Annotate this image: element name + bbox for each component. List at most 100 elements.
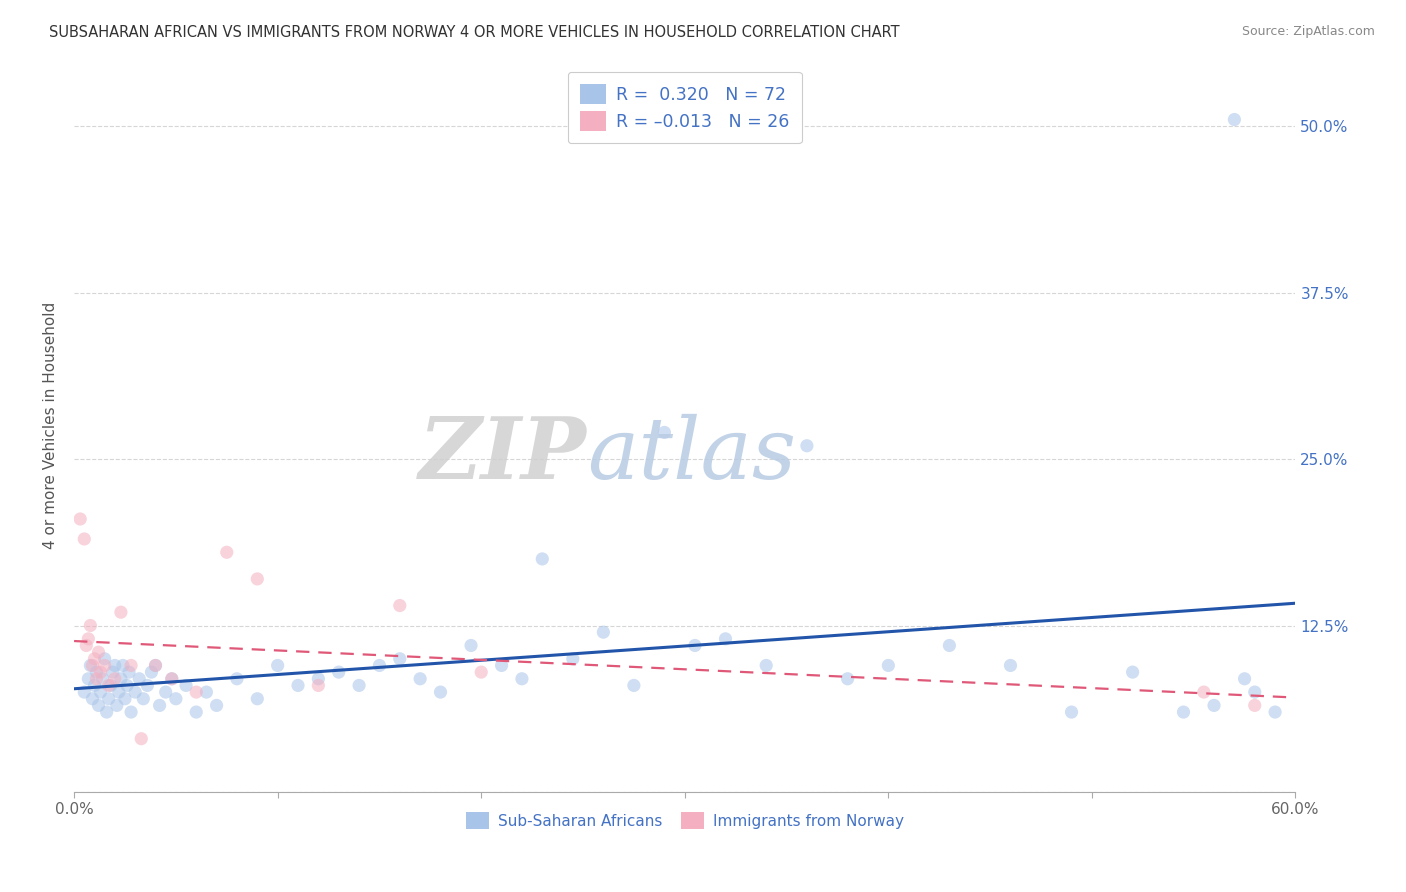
Point (491, 658, 513, 673)
Point (79, 658, 101, 673)
Point (82, 658, 104, 673)
Point (429, 685, 451, 699)
Point (111, 658, 134, 673)
Point (73, 685, 96, 699)
Point (388, 599, 411, 613)
Point (104, 672, 127, 686)
Point (307, 672, 329, 686)
Point (1202, 698, 1225, 713)
Point (141, 665, 163, 679)
Point (77, 672, 100, 686)
Point (1122, 665, 1144, 679)
Point (165, 691, 187, 706)
Point (328, 665, 350, 679)
Legend: Sub-Saharan Africans, Immigrants from Norway: Sub-Saharan Africans, Immigrants from No… (460, 805, 910, 836)
Point (1264, 705, 1286, 719)
Point (114, 691, 136, 706)
Point (90, 665, 112, 679)
Point (683, 639, 706, 653)
Point (91, 672, 114, 686)
Point (87, 645, 110, 659)
Point (1060, 705, 1083, 719)
Point (246, 572, 269, 586)
Point (97, 691, 120, 706)
Point (1233, 672, 1256, 686)
Point (77, 632, 100, 646)
Point (83, 652, 105, 666)
Point (623, 678, 645, 692)
Point (105, 698, 128, 713)
Point (755, 658, 778, 673)
Point (104, 658, 127, 673)
Point (1223, 112, 1246, 127)
Point (101, 665, 124, 679)
Point (409, 672, 432, 686)
Point (83, 678, 105, 692)
Point (837, 672, 859, 686)
Point (108, 685, 131, 699)
Point (160, 672, 183, 686)
Point (226, 672, 249, 686)
Point (97, 678, 120, 692)
Text: atlas: atlas (588, 414, 796, 497)
Text: SUBSAHARAN AFRICAN VS IMMIGRANTS FROM NORWAY 4 OR MORE VEHICLES IN HOUSEHOLD COR: SUBSAHARAN AFRICAN VS IMMIGRANTS FROM NO… (49, 25, 900, 40)
Point (186, 705, 208, 719)
Point (1000, 658, 1022, 673)
Point (1173, 705, 1195, 719)
Point (87, 698, 110, 713)
Point (460, 639, 482, 653)
Point (205, 698, 228, 713)
Point (388, 652, 411, 666)
Point (307, 678, 329, 692)
Point (120, 705, 142, 719)
Text: ZIP: ZIP (419, 413, 588, 497)
Point (714, 632, 737, 646)
Point (195, 685, 218, 699)
Point (938, 639, 960, 653)
Text: Source: ZipAtlas.com: Source: ZipAtlas.com (1241, 25, 1375, 38)
Point (75, 639, 97, 653)
Point (118, 665, 141, 679)
Point (100, 678, 122, 692)
Point (215, 545, 238, 559)
Point (287, 678, 309, 692)
Point (136, 678, 159, 692)
Point (115, 678, 138, 692)
Point (796, 439, 818, 453)
Point (160, 672, 183, 686)
Point (592, 625, 614, 640)
Point (561, 652, 583, 666)
Point (132, 691, 155, 706)
Point (145, 658, 167, 673)
Point (145, 658, 167, 673)
Point (82, 691, 104, 706)
Point (93, 652, 115, 666)
Point (129, 731, 152, 746)
Point (93, 658, 115, 673)
Point (79, 618, 101, 632)
Point (1192, 685, 1215, 699)
Point (120, 658, 142, 673)
Point (155, 685, 177, 699)
Point (654, 425, 676, 440)
Point (368, 658, 391, 673)
Point (128, 672, 150, 686)
Point (1243, 698, 1265, 713)
Point (1243, 685, 1265, 699)
Point (110, 672, 132, 686)
Point (266, 658, 288, 673)
Point (124, 685, 146, 699)
Y-axis label: 4 or more Vehicles in Household: 4 or more Vehicles in Household (44, 302, 58, 549)
Point (90, 685, 112, 699)
Point (510, 672, 533, 686)
Point (531, 552, 554, 566)
Point (73, 532, 96, 546)
Point (347, 678, 370, 692)
Point (149, 698, 172, 713)
Point (96, 705, 118, 719)
Point (174, 678, 197, 692)
Point (186, 685, 208, 699)
Point (470, 665, 492, 679)
Point (246, 691, 269, 706)
Point (86, 665, 108, 679)
